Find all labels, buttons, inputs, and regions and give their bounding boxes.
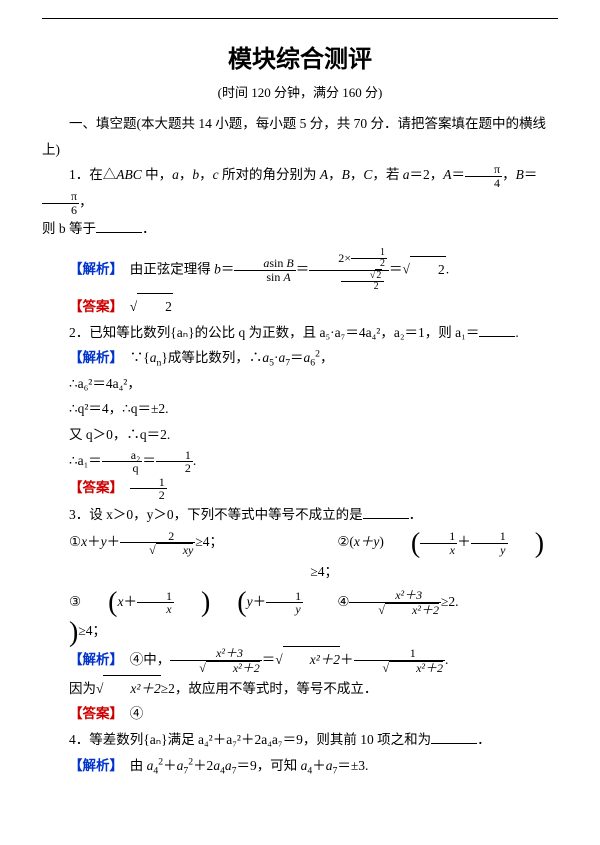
q2-jiexi-l3: ∴q²＝4，∴q＝±2. <box>42 396 558 422</box>
q4-jiexi: 【解析】 由 a42＋a72＋2a4a7＝9，可知 a4＋a7＝±3. <box>42 753 558 779</box>
q3-stem: 3．设 x＞0，y＞0，下列不等式中等号不成立的是． <box>42 502 558 528</box>
q2-stem: 2．已知等比数列{aₙ}的公比 q 为正数，且 a₅·a₇＝4a₄²，a₂＝1，… <box>42 320 558 346</box>
q1-stem-tail: 则 b 等于． <box>42 216 558 242</box>
doc-title: 模块综合测评 <box>42 39 558 74</box>
q3-opt4: ④x²＋3√x²＋2≥2. <box>310 587 558 646</box>
q3-options-row1: ①x＋y＋2√xy≥4； ②(x＋y)(1x＋1y)≥4； <box>42 527 558 586</box>
doc-subtitle: (时间 120 分钟，满分 160 分) <box>42 82 558 101</box>
q3-opt2: ②(x＋y)(1x＋1y)≥4； <box>310 527 558 586</box>
q1-jiexi: 【解析】 由正弦定理得 b＝asin Bsin A＝2×12√22＝√2. <box>42 248 558 293</box>
q2-jiexi-l5: ∴a₁＝a₂q＝12. <box>42 448 558 475</box>
q3-opt3: ③(x＋1x)(y＋1y)≥4； <box>42 587 310 646</box>
q1-stem: 1．在△ABC 中，a，b，c 所对的角分别为 A，B，C，若 a＝2，A＝π4… <box>42 162 558 216</box>
q3-options-row2: ③(x＋1x)(y＋1y)≥4； ④x²＋3√x²＋2≥2. <box>42 587 558 646</box>
q1-daan: 【答案】 √2 <box>42 293 558 320</box>
q3-opt1: ①x＋y＋2√xy≥4； <box>42 527 310 586</box>
q3-daan: 【答案】 ④ <box>42 701 558 727</box>
blank <box>431 743 477 744</box>
blank <box>96 232 142 233</box>
blank <box>479 336 515 337</box>
section-header: 一、填空题(本大题共 14 小题，每小题 5 分，共 70 分．请把答案填在题中… <box>42 111 558 162</box>
q4-stem: 4．等差数列{aₙ}满足 a₄²＋a₇²＋2a₄a₇＝9，则其前 10 项之和为… <box>42 727 558 753</box>
top-rule <box>42 18 558 19</box>
q2-daan: 【答案】 12 <box>42 475 558 502</box>
q2-jiexi-l1: 【解析】 ∵{an}成等比数列，∴a5·a7＝a62， <box>42 345 558 371</box>
q3-jiexi: 【解析】 ④中，x²＋3√x²＋2＝√x²＋2＋1√x²＋2. <box>42 646 558 675</box>
q2-jiexi-l2: ∴a₆²＝4a₄²， <box>42 371 558 397</box>
q3-jiexi-2: 因为√x²＋2≥2，故应用不等式时，等号不成立． <box>42 675 558 702</box>
blank <box>363 518 409 519</box>
q2-jiexi-l4: 又 q＞0，∴q＝2. <box>42 422 558 448</box>
